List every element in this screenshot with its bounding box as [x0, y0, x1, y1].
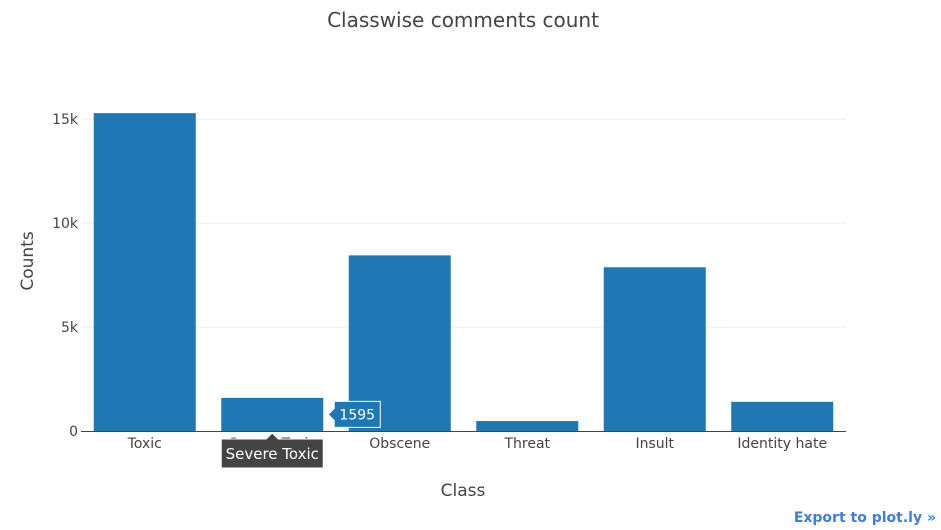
- x-tick-label: Threat: [503, 436, 550, 452]
- x-tick-label: Toxic: [127, 436, 162, 452]
- hover-category-box: [220, 432, 324, 469]
- y-tick-label: 15k: [52, 112, 79, 128]
- chart-title: Classwise comments count: [327, 8, 599, 32]
- y-tick-labels: 0 5k 10k 15k: [52, 112, 79, 440]
- x-tick-label: Obscene: [369, 436, 430, 452]
- y-axis-title: Counts: [18, 231, 38, 290]
- hover-value-label: 1595: [339, 407, 375, 423]
- bars: [93, 113, 834, 432]
- bar[interactable]: [476, 421, 579, 431]
- hover-category-tooltip: Severe Toxic: [220, 432, 324, 469]
- hover-value-tooltip: 1595: [327, 400, 381, 428]
- hover-value-box: [327, 400, 381, 428]
- export-to-plotly-link[interactable]: Export to plot.ly »: [793, 510, 936, 526]
- bar[interactable]: [221, 397, 324, 431]
- y-tick-label: 0: [69, 424, 78, 440]
- x-tick-label: Insult: [635, 436, 674, 452]
- y-tick-label: 5k: [61, 320, 79, 336]
- hover-category-label: Severe Toxic: [226, 445, 319, 463]
- bar[interactable]: [603, 267, 706, 431]
- x-axis-title: Class: [441, 481, 486, 501]
- y-tick-label: 10k: [52, 216, 79, 232]
- x-tick-label: Identity hate: [737, 436, 827, 452]
- grid-lines: [81, 118, 846, 328]
- hover-tooltips: 1595 Severe Toxic: [220, 400, 381, 469]
- bar[interactable]: [731, 401, 834, 431]
- bar[interactable]: [93, 113, 196, 432]
